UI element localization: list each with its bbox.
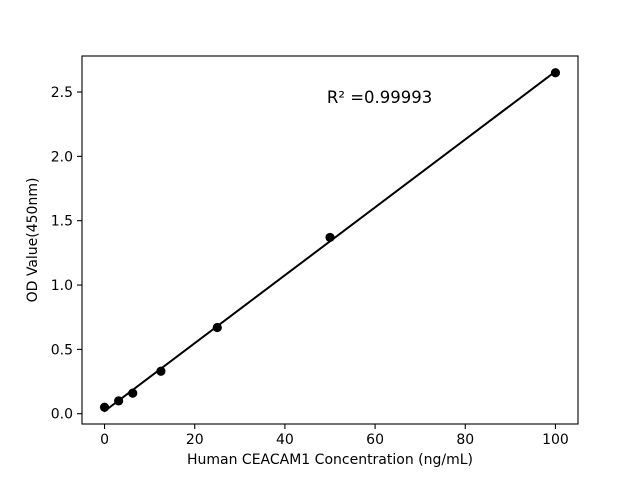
x-axis-label: Human CEACAM1 Concentration (ng/mL) [187,452,473,468]
x-tick-label: 40 [276,432,294,448]
x-tick-label: 60 [366,432,384,448]
r-squared-annotation: R² =0.99993 [327,88,432,107]
data-point [212,322,222,333]
data-point [156,366,166,376]
data-points [99,68,561,412]
data-point [325,232,335,243]
x-tick-label: 80 [456,432,474,448]
x-tick-label: 100 [542,432,569,448]
data-point [550,68,561,78]
y-tick-label: 1.0 [51,278,73,294]
y-tick-label: 2.5 [51,85,73,101]
x-tick-label: 0 [100,432,109,448]
data-point [128,388,138,398]
y-tick-label: 0.0 [51,407,73,423]
data-point [99,402,110,412]
y-tick-label: 2.0 [51,149,73,165]
y-axis-label: OD Value(450nm) [25,178,41,303]
plot-area-border [81,55,579,425]
y-tick-label: 1.5 [51,214,73,230]
y-axis-ticks: 0.0 0.5 1.0 1.5 2.0 2.5 [51,85,82,423]
x-axis-ticks: 0 20 40 60 80 100 [100,424,569,448]
y-tick-label: 0.5 [51,342,73,358]
x-tick-label: 20 [186,432,204,448]
data-point [114,396,124,406]
